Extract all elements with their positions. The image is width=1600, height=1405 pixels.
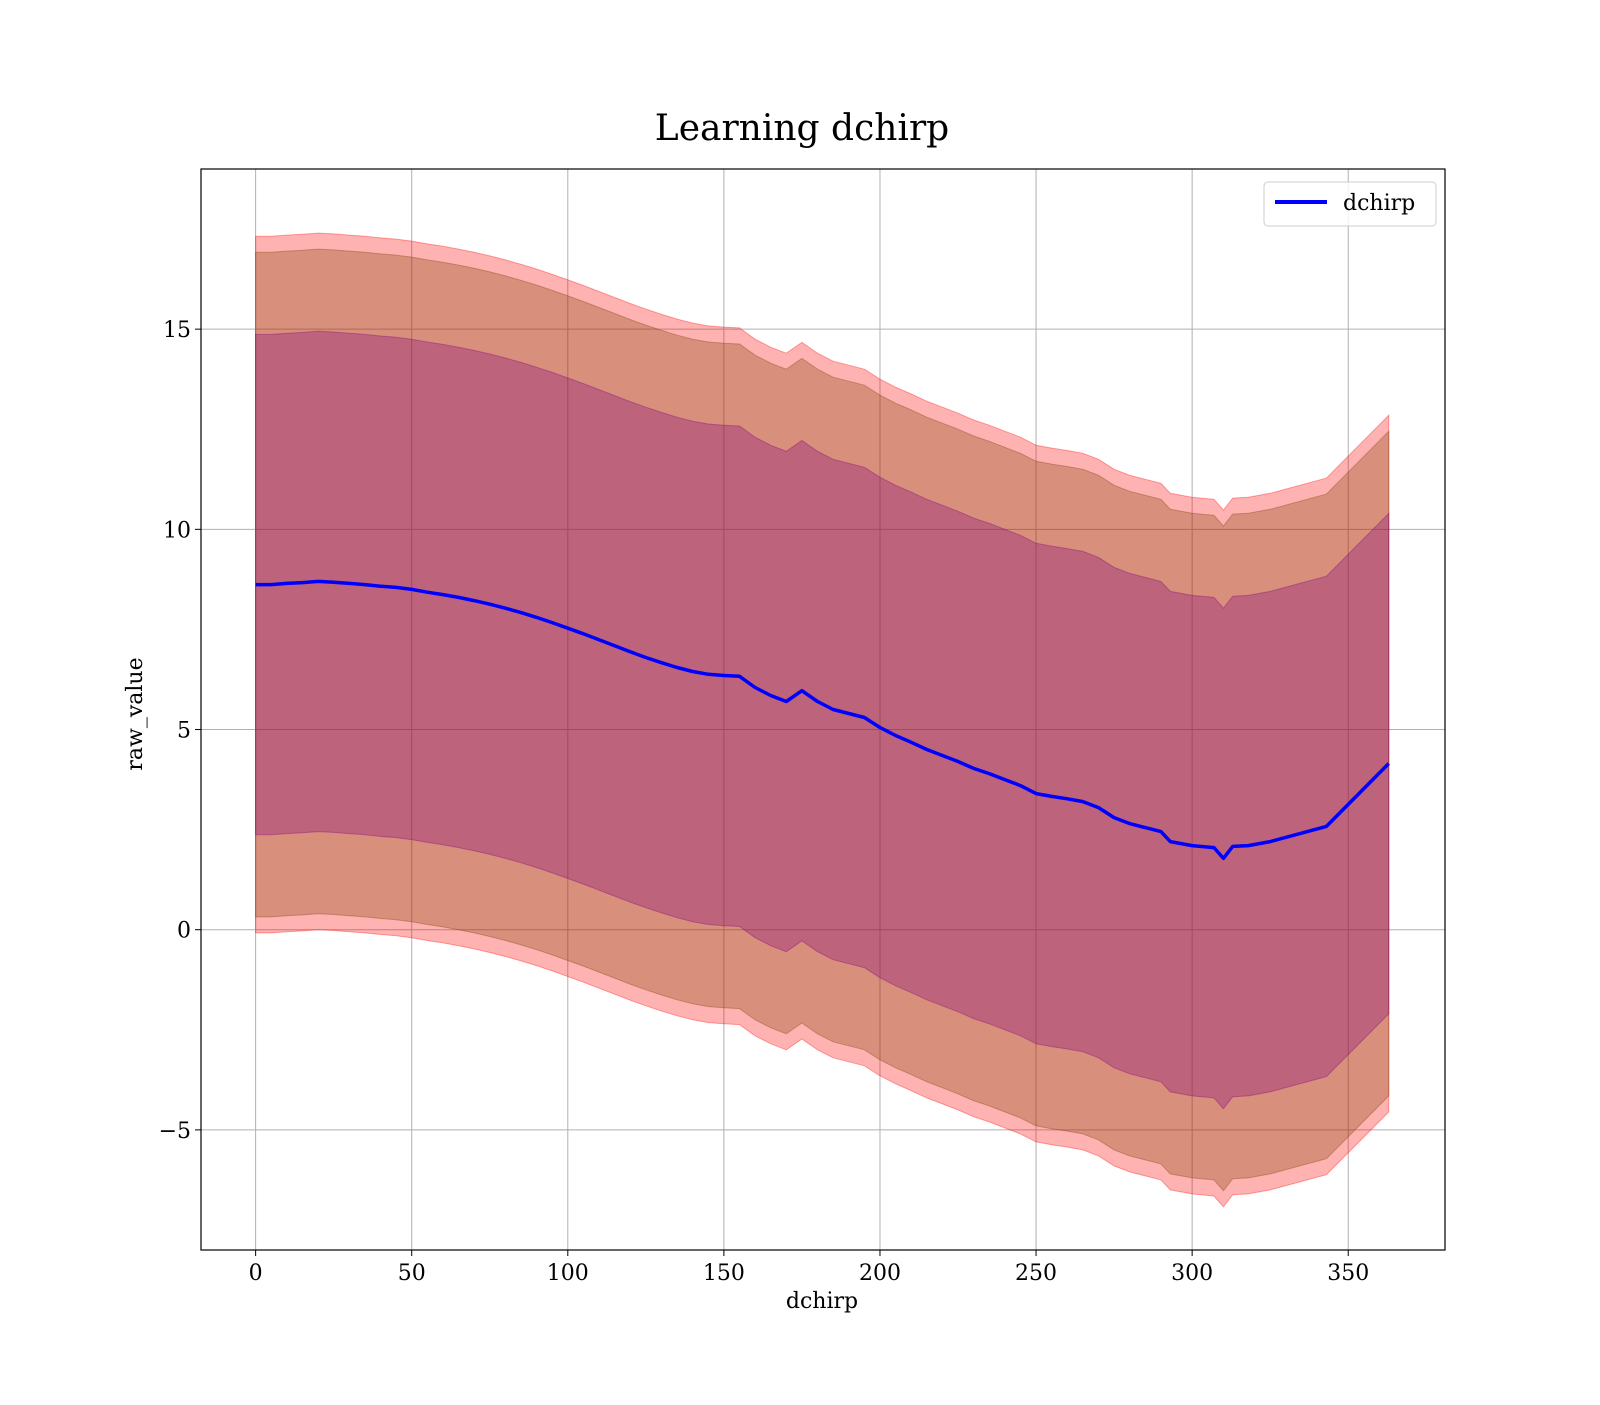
y-axis-label: raw_value <box>123 657 148 770</box>
confidence-bands <box>255 232 1390 1208</box>
y-axis-ticks: −5 0 5 10 15 <box>159 318 201 1144</box>
confidence-band-2 <box>255 248 1390 1192</box>
confidence-band-1 <box>255 232 1390 1208</box>
y-tick-label-0: 0 <box>177 919 191 944</box>
x-axis-ticks: 0 50 100 150 200 250 300 350 <box>249 1250 1369 1286</box>
chart-title: Learning dchirp <box>655 108 949 149</box>
legend-label-dchirp: dchirp <box>1343 191 1415 216</box>
x-tick-label-0: 0 <box>249 1261 263 1286</box>
grid-lines <box>201 169 1445 1250</box>
plot-frame <box>200 168 1446 1251</box>
x-tick-label-50: 50 <box>398 1261 426 1286</box>
x-tick-label-100: 100 <box>547 1261 589 1286</box>
x-tick-label-150: 150 <box>703 1261 745 1286</box>
legend: dchirp <box>1263 181 1437 227</box>
y-tick-label-5: 5 <box>177 719 191 744</box>
y-tick-label-10: 10 <box>163 518 191 543</box>
y-tick-label--5: −5 <box>159 1119 191 1144</box>
x-tick-label-250: 250 <box>1015 1261 1057 1286</box>
series-line-dchirp <box>255 579 1391 861</box>
x-axis-label: dchirp <box>786 1289 858 1314</box>
series-lines <box>255 579 1391 861</box>
x-tick-label-200: 200 <box>859 1261 901 1286</box>
confidence-band-3 <box>255 330 1390 1110</box>
y-tick-label-15: 15 <box>163 318 191 343</box>
legend-box <box>1263 181 1437 227</box>
x-tick-label-350: 350 <box>1327 1261 1369 1286</box>
x-tick-label-300: 300 <box>1171 1261 1213 1286</box>
